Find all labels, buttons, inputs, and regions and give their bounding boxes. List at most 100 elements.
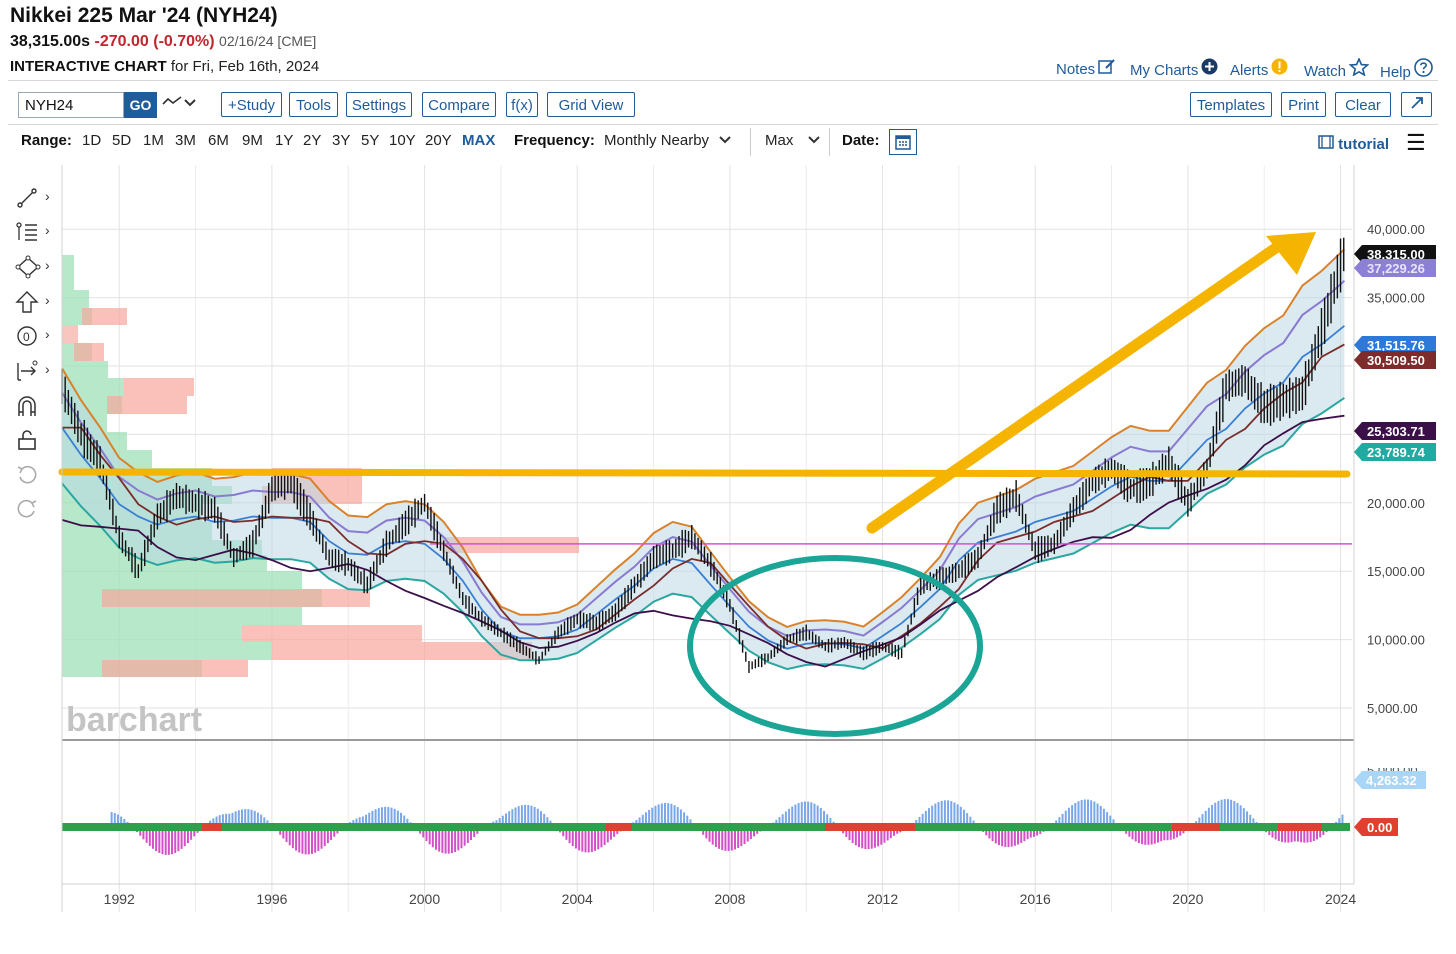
tutorial-link[interactable]: tutorial [1318,135,1389,153]
range-option-6m[interactable]: 6M [208,132,229,149]
range-option-max[interactable]: MAX [462,132,496,149]
chevron-down-icon [719,132,731,149]
magnet-icon [15,396,39,422]
watch-link[interactable]: Watch [1304,56,1370,80]
redo-tool[interactable] [15,497,57,523]
star-icon [1348,56,1370,80]
lower-panel-tick-mask [1358,760,1438,768]
expand-button[interactable] [1401,92,1432,117]
chevron-right-icon: › [45,222,50,238]
header-divider [8,80,1438,81]
date-label: Date: [842,132,880,149]
x-tick-label: 2000 [409,891,440,907]
notes-link[interactable]: Notes [1056,58,1116,78]
frequency-select[interactable]: Monthly Nearby [604,132,731,149]
band-fill [62,249,1345,670]
go-button[interactable]: GO [124,92,157,118]
fx-button[interactable]: f(x) [506,92,538,117]
measure-tool[interactable]: › [15,359,57,385]
undo-tool[interactable] [15,463,57,489]
range-option-1d[interactable]: 1D [82,132,102,149]
subtitle-date: for Fri, Feb 16th, 2024 [170,58,320,75]
y-tick-label: 40,000.00 [1367,222,1425,237]
x-tick-label: 2016 [1020,891,1051,907]
price-label-text: 38,315.00 [1367,247,1425,262]
chevron-right-icon: › [45,188,50,204]
my-charts-link[interactable]: My Charts [1130,58,1218,79]
volume-profile-bar [442,537,579,553]
quote-line: 38,315.00s -270.00 (-0.70%) 02/16/24 [CM… [10,33,316,51]
arrow-tool[interactable]: › [15,290,57,316]
chevron-right-icon: › [45,257,50,273]
range-option-10y[interactable]: 10Y [389,132,416,149]
price-label-text: 25,303.71 [1367,424,1425,439]
volume-profile-bar [62,642,272,660]
volume-profile-bar [62,571,302,589]
label-tool[interactable]: 0 › [15,324,57,350]
clear-button[interactable]: Clear [1335,92,1391,117]
templates-button[interactable]: Templates [1190,92,1272,117]
chevron-right-icon: › [45,361,50,377]
range-option-3m[interactable]: 3M [175,132,196,149]
chevron-down-icon [184,95,196,112]
range-option-20y[interactable]: 20Y [425,132,452,149]
hamburger-menu-icon[interactable]: ☰ [1406,130,1426,155]
settings-button[interactable]: Settings [346,92,412,117]
compare-button[interactable]: Compare [422,92,496,117]
arrow-up-icon [15,291,39,318]
line-chart-icon [162,95,184,112]
notes-label: Notes [1056,61,1096,78]
magnet-tool[interactable] [15,394,57,420]
volume-profile-bar [74,343,104,361]
consolidation-ellipse [687,555,983,737]
price-label-text: 30,509.50 [1367,353,1425,368]
help-link[interactable]: Help [1380,58,1433,81]
my-charts-label: My Charts [1130,62,1199,79]
range-option-1y[interactable]: 1Y [275,132,294,149]
y-tick-label: 10,000.00 [1367,633,1425,648]
trendline-tool[interactable]: › [15,186,57,212]
calendar-icon [895,133,911,155]
x-tick-label: 2020 [1172,891,1203,907]
fibonacci-tool[interactable]: › [15,220,57,246]
chevron-down-icon [807,132,820,149]
x-tick-label: 2012 [867,891,898,907]
alerts-label: Alerts [1230,62,1269,79]
date-picker-button[interactable] [889,129,917,155]
frequency-label: Frequency: [514,132,595,149]
chart-type-select[interactable] [162,94,196,112]
lock-tool[interactable] [15,428,57,454]
range-option-3y[interactable]: 3Y [332,132,351,149]
grid-view-button[interactable]: Grid View [547,92,635,117]
subtitle: INTERACTIVE CHART for Fri, Feb 16th, 202… [10,58,319,75]
help-label: Help [1380,64,1411,81]
shape-tool[interactable]: › [15,255,57,281]
subtitle-bold: INTERACTIVE CHART [10,58,167,75]
study-button[interactable]: +Study [221,92,282,117]
alerts-link[interactable]: Alerts [1230,58,1288,79]
y-tick-label: 20,000.00 [1367,496,1425,511]
period-select[interactable]: Max [765,132,820,149]
trendline-icon [15,188,39,214]
volume-profile-bar [82,308,127,325]
range-option-5d[interactable]: 5D [112,132,132,149]
x-tick-label: 2008 [714,891,745,907]
range-option-9m[interactable]: 9M [242,132,263,149]
volume-profile-bar [242,625,422,642]
circle-label-icon: 0 [15,326,39,352]
price-label-tag [1354,422,1436,440]
range-option-2y[interactable]: 2Y [303,132,322,149]
barchart-watermark: barchart [66,701,202,739]
price-label-text: 31,515.76 [1367,338,1425,353]
symbol-input[interactable] [18,92,124,118]
print-button[interactable]: Print [1281,92,1326,117]
watch-label: Watch [1304,63,1346,80]
fibonacci-icon [15,222,39,248]
tools-button[interactable]: Tools [289,92,338,117]
unlock-icon [15,430,39,456]
range-option-5y[interactable]: 5Y [361,132,380,149]
volume-profile-bar [107,396,187,414]
range-option-1m[interactable]: 1M [143,132,164,149]
